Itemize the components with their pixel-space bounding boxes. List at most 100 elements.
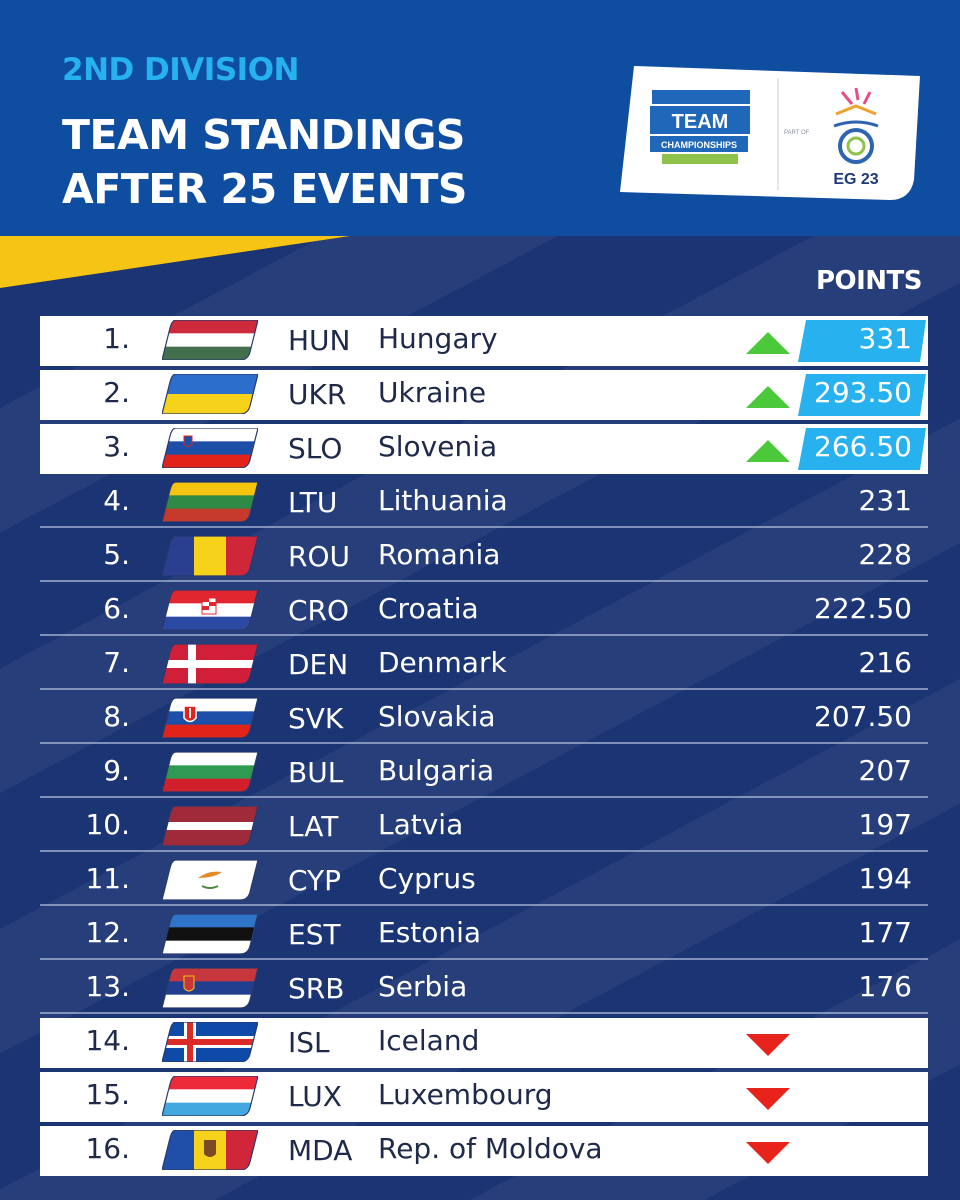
country-code-cell: SRB [288, 972, 345, 1005]
country-name-cell: Romania [378, 538, 501, 571]
country-name-cell: Slovenia [378, 430, 498, 463]
country-name-cell: Rep. of Moldova [378, 1132, 603, 1165]
logo-part-of: PART OF [784, 130, 810, 136]
country-code-cell: HUN [288, 324, 351, 357]
table-row-svk: 8. SVK Slovakia 207.50 [40, 694, 928, 744]
country-code-cell: LAT [288, 810, 339, 843]
standings-table: 1. HUN Hungary 331 2. UKR Ukraine 293.50… [40, 316, 928, 1180]
points-highlight [798, 374, 926, 416]
rank-cell: 15. [85, 1078, 130, 1111]
cyp-flag-icon [162, 860, 258, 900]
country-code-cell: ISL [288, 1026, 330, 1059]
points-cell: 207.50 [814, 700, 912, 733]
rank-cell: 12. [85, 916, 130, 949]
country-name-cell: Denmark [378, 646, 507, 679]
country-name-cell: Estonia [378, 916, 482, 949]
rank-cell: 8. [103, 700, 130, 733]
rank-cell: 1. [103, 322, 130, 355]
table-row-cyp: 11. CYP Cyprus 194 [40, 856, 928, 906]
rank-cell: 7. [103, 646, 130, 679]
rank-cell: 11. [85, 862, 130, 895]
logo-championships-text: CHAMPIONSHIPS [661, 140, 737, 150]
title-line-2: AFTER 25 EVENTS [62, 165, 467, 213]
rank-cell: 4. [103, 484, 130, 517]
country-code-cell: SVK [288, 702, 344, 735]
points-highlight [798, 428, 926, 470]
table-row-est: 12. EST Estonia 177 [40, 910, 928, 960]
points-cell: 216 [858, 646, 912, 679]
country-code-cell: SLO [288, 432, 343, 465]
trend-down-arrow-icon [746, 1088, 790, 1110]
country-name-cell: Serbia [378, 970, 468, 1003]
est-flag-icon [162, 914, 258, 954]
rank-cell: 5. [103, 538, 130, 571]
points-cell: 125 [858, 1078, 912, 1111]
country-name-cell: Luxembourg [378, 1078, 553, 1111]
table-row-slo: 3. SLO Slovenia 266.50 [40, 424, 928, 474]
country-name-cell: Ukraine [378, 376, 487, 409]
trend-down-arrow-icon [746, 1034, 790, 1056]
table-row-hun: 1. HUN Hungary 331 [40, 316, 928, 366]
ltu-flag-icon [162, 482, 258, 522]
points-cell: 207 [858, 754, 912, 787]
rank-cell: 13. [85, 970, 130, 1003]
den-flag-icon [162, 644, 258, 684]
points-cell: 266.50 [814, 430, 912, 463]
eg-emblem-icon [833, 87, 879, 164]
points-cell: 173 [858, 1024, 912, 1057]
rank-cell: 2. [103, 376, 130, 409]
page-header: 2ND DIVISION TEAM STANDINGS AFTER 25 EVE… [0, 0, 960, 236]
rank-cell: 3. [103, 430, 130, 463]
title-line-1: TEAM STANDINGS [62, 111, 465, 159]
country-code-cell: ROU [288, 540, 350, 573]
lat-flag-icon [162, 806, 258, 846]
country-code-cell: BUL [288, 756, 344, 789]
points-column-header: POINTS [815, 266, 923, 296]
table-row-isl: 14. ISL Iceland 173 [40, 1018, 928, 1068]
trend-up-arrow-icon [746, 332, 790, 354]
rank-cell: 6. [103, 592, 130, 625]
points-cell: 177 [858, 916, 912, 949]
rank-cell: 10. [85, 808, 130, 841]
country-code-cell: LTU [288, 486, 338, 519]
rank-cell: 16. [85, 1132, 130, 1165]
country-name-cell: Slovakia [378, 700, 496, 733]
points-cell: 293.50 [814, 376, 912, 409]
points-cell: 194 [858, 862, 912, 895]
table-row-cro: 6. CRO Croatia 222.50 [40, 586, 928, 636]
trend-up-arrow-icon [746, 386, 790, 408]
table-row-mda: 16. MDA Rep. of Moldova 120 [40, 1126, 928, 1176]
points-highlight [798, 320, 926, 362]
country-name-cell: Cyprus [378, 862, 476, 895]
country-name-cell: Lithuania [378, 484, 508, 517]
rou-flag-icon [162, 536, 258, 576]
table-row-ltu: 4. LTU Lithuania 231 [40, 478, 928, 528]
championship-logo: TEAM CHAMPIONSHIPS PART OF EG 23 [620, 66, 920, 200]
isl-flag-icon [162, 1022, 258, 1062]
page-title: TEAM STANDINGS AFTER 25 EVENTS [62, 108, 467, 216]
country-code-cell: EST [288, 918, 341, 951]
country-name-cell: Croatia [378, 592, 479, 625]
trend-down-arrow-icon [746, 1142, 790, 1164]
points-cell: 228 [858, 538, 912, 571]
yellow-accent-bar [0, 236, 350, 288]
table-row-lat: 10. LAT Latvia 197 [40, 802, 928, 852]
rank-cell: 14. [85, 1024, 130, 1057]
points-cell: 222.50 [814, 592, 912, 625]
cro-flag-icon [162, 590, 258, 630]
country-code-cell: CRO [288, 594, 350, 627]
country-code-cell: CYP [288, 864, 342, 897]
table-row-ukr: 2. UKR Ukraine 293.50 [40, 370, 928, 420]
points-cell: 176 [858, 970, 912, 1003]
points-cell: 120 [858, 1132, 912, 1165]
svk-flag-icon [162, 698, 258, 738]
points-cell: 231 [858, 484, 912, 517]
country-name-cell: Iceland [378, 1024, 480, 1057]
table-row-rou: 5. ROU Romania 228 [40, 532, 928, 582]
table-row-lux: 15. LUX Luxembourg 125 [40, 1072, 928, 1122]
country-name-cell: Hungary [378, 322, 498, 355]
mda-flag-icon [162, 1130, 258, 1170]
logo-eg-text: EG 23 [833, 171, 878, 188]
logo-team-text: TEAM [672, 111, 729, 133]
country-name-cell: Bulgaria [378, 754, 495, 787]
